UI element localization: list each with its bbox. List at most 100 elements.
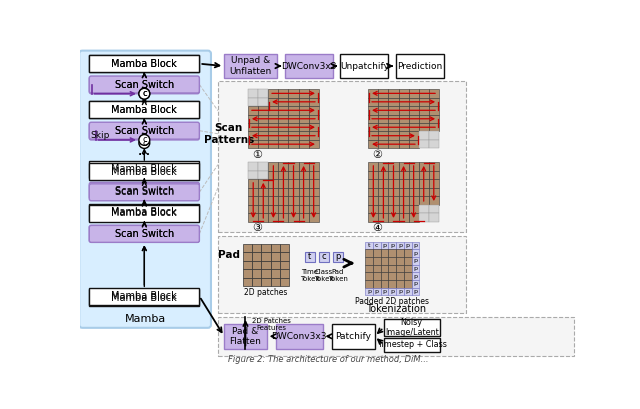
Text: Scan Switch: Scan Switch [115,186,174,196]
Bar [252,278,261,286]
Bar [90,101,199,118]
Bar [404,265,412,272]
Bar [259,204,268,213]
Bar [381,280,388,288]
Bar [268,89,278,98]
Bar [419,98,429,106]
Text: DWConv3x3: DWConv3x3 [271,332,327,341]
Bar [333,252,343,262]
Bar [381,265,388,272]
Bar [373,257,381,265]
Text: Scan
Patterns: Scan Patterns [204,123,254,144]
Bar [261,252,271,261]
Bar [224,54,277,78]
Bar [268,204,278,213]
Bar [261,278,271,286]
Bar [408,213,419,222]
Bar [319,252,329,262]
Bar [419,89,429,98]
Bar [429,89,439,98]
Text: p: p [413,289,417,294]
Bar [396,265,404,272]
Bar [408,106,419,115]
Bar [289,213,298,222]
Bar [412,257,419,265]
Bar [399,106,408,115]
Bar [298,162,308,171]
Bar [252,244,261,252]
Bar [419,196,429,204]
Bar [308,140,319,148]
Bar [268,123,278,131]
Text: p: p [413,274,417,279]
Text: c: c [142,139,147,148]
Bar [399,171,408,179]
Bar [388,265,396,272]
Text: Mamba Block: Mamba Block [111,59,177,69]
FancyBboxPatch shape [90,122,199,139]
Bar [268,98,278,106]
Bar [252,261,261,269]
Bar [408,204,419,213]
Bar [248,179,259,188]
Bar [388,213,399,222]
Bar [332,324,374,348]
Bar [419,131,429,140]
Bar [280,252,289,261]
Bar [388,140,399,148]
Bar [289,196,298,204]
Bar [368,204,378,213]
Bar [429,196,439,204]
Bar [248,89,259,98]
Text: Padded 2D patches: Padded 2D patches [355,297,429,306]
Bar [388,196,399,204]
Bar [388,288,396,295]
Bar [252,269,261,278]
Bar [378,171,388,179]
Bar [308,188,319,196]
Text: ③: ③ [252,223,262,233]
Bar [412,249,419,257]
Bar [308,98,319,106]
Bar [368,179,378,188]
Bar [388,106,399,115]
Text: Scan Switch: Scan Switch [115,126,174,137]
Bar [378,106,388,115]
Bar [381,272,388,280]
Bar [248,98,259,106]
Bar [381,242,388,249]
Bar [368,131,378,140]
Bar [408,171,419,179]
Circle shape [139,138,150,148]
Bar [248,131,259,140]
Bar [278,131,289,140]
Text: Mamba Block: Mamba Block [111,59,177,69]
Text: p: p [375,289,379,294]
Bar [298,213,308,222]
Bar [259,123,268,131]
Bar [308,179,319,188]
Bar [388,272,396,280]
Text: p: p [390,289,394,294]
Bar [268,140,278,148]
Text: Mamba Block: Mamba Block [111,293,177,303]
Text: Noisy
Image/Latent: Noisy Image/Latent [385,318,438,337]
Text: Pad
Token: Pad Token [328,269,348,281]
Text: ...: ... [138,144,151,159]
Bar [373,272,381,280]
Bar [243,278,252,286]
Bar [378,162,388,171]
Bar [218,236,466,313]
Bar [388,179,399,188]
Text: Mamba: Mamba [124,314,166,324]
Bar [278,213,289,222]
Bar [365,280,373,288]
Text: Mamba Block: Mamba Block [111,105,177,115]
Bar [408,196,419,204]
Bar [396,288,404,295]
Text: p: p [413,281,417,286]
Bar [289,179,298,188]
Bar [419,162,429,171]
Bar [259,89,268,98]
Bar [404,257,412,265]
